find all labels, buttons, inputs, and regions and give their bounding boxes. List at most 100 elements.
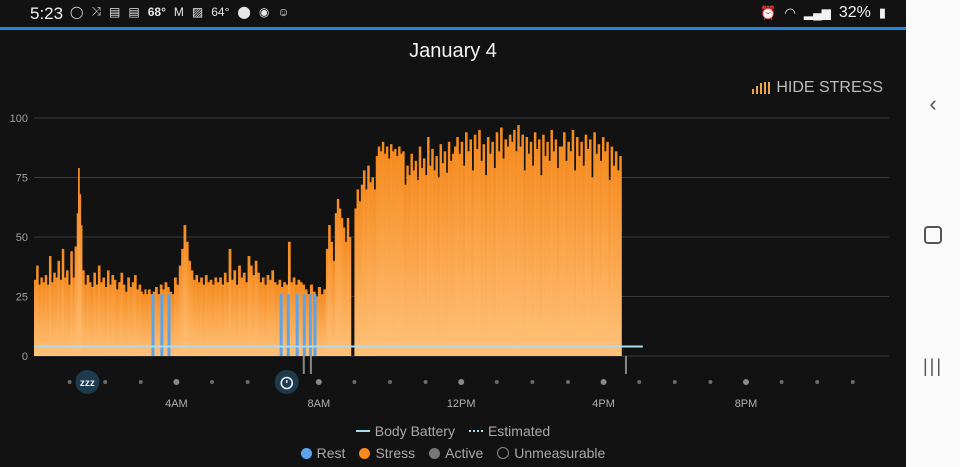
stress-bar [138, 284, 142, 356]
stress-bar [367, 165, 370, 356]
stress-bar [383, 153, 387, 356]
sleep-icon [75, 370, 100, 394]
stress-bar [190, 270, 194, 356]
stress-bar [202, 284, 206, 356]
stress-bar [416, 179, 420, 356]
stress-bar [608, 179, 611, 356]
stress-bar [38, 284, 41, 356]
stress-bar [404, 184, 407, 356]
stress-bar [100, 282, 103, 356]
stress-bar [97, 265, 101, 356]
system-icons: ⏰ ◠ ▂▄▆ 32% ▮ [760, 4, 886, 22]
stress-bar [109, 284, 112, 356]
rest-bar [313, 294, 317, 356]
stress-bar [504, 139, 508, 356]
stress-bar [491, 141, 494, 356]
stress-bar [254, 260, 258, 356]
legend-unmeasurable[interactable]: Unmeasurable [497, 445, 605, 461]
stress-bar [249, 265, 253, 356]
legend-estimated[interactable]: Estimated [468, 423, 550, 439]
gmail-icon: M [173, 4, 184, 19]
stress-bar [235, 284, 239, 356]
stress-bar [447, 141, 451, 356]
stress-bar [338, 208, 342, 356]
stress-bar [456, 137, 459, 356]
stress-bar [486, 137, 490, 356]
rest-bar [167, 294, 171, 356]
timeline-dot [423, 380, 428, 384]
stress-bar [595, 153, 599, 356]
legend-row-1: Body Battery Estimated [0, 423, 906, 439]
event-tick [309, 356, 312, 374]
stress-bar [425, 175, 428, 356]
legend-body-battery[interactable]: Body Battery [355, 423, 455, 439]
stress-bar [157, 294, 161, 356]
stress-bar [346, 217, 350, 356]
home-icon[interactable] [921, 223, 945, 247]
legend-unmeasurable-label: Unmeasurable [514, 445, 606, 461]
stress-bar [390, 144, 393, 356]
stress-bar [591, 177, 594, 356]
legend-rest[interactable]: Rest [300, 445, 345, 461]
stress-bar [500, 127, 503, 357]
stress-bar [429, 165, 432, 356]
stress-bar [42, 282, 46, 356]
stress-bar [439, 144, 443, 356]
stress-bar [511, 141, 514, 356]
stress-bar [82, 270, 85, 356]
dotted-line-icon [468, 430, 483, 432]
stress-bar [181, 248, 184, 356]
recents-icon[interactable]: ||| [922, 356, 944, 376]
stress-bar [552, 151, 556, 356]
stress-bar [445, 172, 449, 356]
stress-bar [358, 201, 362, 356]
stress-bar [582, 165, 586, 356]
legend-active[interactable]: Active [429, 445, 483, 461]
stress-bar [40, 277, 43, 356]
timeline-dot [173, 379, 180, 385]
stress-bar [441, 163, 445, 356]
stress-bar [142, 294, 145, 356]
stress-bar [449, 160, 453, 356]
legend-stress[interactable]: Stress [359, 445, 415, 461]
stress-bar [342, 227, 346, 356]
stress-bar [57, 260, 61, 356]
stress-bar [147, 289, 151, 356]
stress-bar [257, 272, 260, 356]
timeline-dot [566, 380, 570, 384]
stress-bar [88, 282, 92, 356]
stress-bar [460, 141, 464, 356]
stress-bar [556, 167, 560, 356]
stress-bar [523, 170, 526, 356]
stress-bar [297, 279, 301, 356]
stress-bar [385, 146, 389, 356]
x-tick-label: 4AM [165, 398, 188, 410]
stress-bar [527, 153, 531, 356]
stress-bar [533, 132, 537, 356]
timeline-dot [530, 380, 535, 384]
stress-bar [111, 275, 115, 356]
stress-bar [44, 275, 48, 356]
line-swatch-icon [355, 430, 370, 432]
hide-stress-button[interactable]: HIDE STRESS [752, 79, 883, 97]
notification-icons: ◯ ⤨ ▤ ▤ 68° M ▨ 64° ⬤ ◉ ☺ [70, 4, 290, 19]
stress-bar [72, 277, 75, 356]
stress-bar [304, 289, 308, 356]
stress-bar [550, 129, 553, 356]
timeline-dot [708, 380, 713, 384]
stress-bar [317, 286, 321, 356]
signal-icon: ▂▄▆ [803, 6, 831, 20]
stress-bar [214, 277, 218, 356]
weather-temp-2: 64° [211, 4, 230, 19]
stress-bar [323, 289, 327, 356]
timeline-dot [315, 379, 322, 385]
stress-bar [183, 225, 187, 356]
back-icon[interactable]: ‹ [929, 91, 937, 116]
y-tick-label: 75 [16, 173, 28, 185]
stress-bar [614, 151, 618, 356]
stress-bar [381, 141, 385, 356]
timeline-dot [138, 380, 143, 384]
stress-bar [373, 189, 377, 356]
stress-bar [223, 272, 227, 356]
stress-bar [238, 265, 241, 356]
